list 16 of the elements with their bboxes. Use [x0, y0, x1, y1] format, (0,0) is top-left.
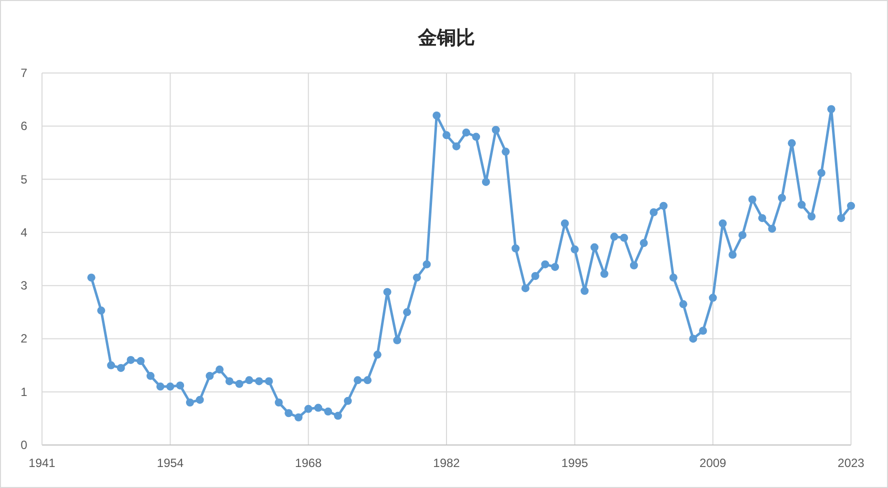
- x-tick-label: 2009: [700, 456, 727, 470]
- y-tick-label: 7: [20, 66, 28, 80]
- y-tick-label: 2: [20, 332, 28, 346]
- x-tick-label: 1995: [561, 456, 588, 470]
- y-tick-label: 5: [20, 172, 28, 186]
- x-tick-label: 1968: [295, 456, 322, 470]
- y-tick-label: 0: [20, 438, 28, 452]
- x-tick-label: 2023: [838, 456, 865, 470]
- x-tick-label: 1954: [156, 456, 184, 470]
- y-tick-label: 1: [20, 384, 28, 399]
- x-tick-label: 1941: [28, 456, 56, 470]
- chart-title: 金铜比: [417, 27, 475, 49]
- y-tick-label: 3: [20, 278, 28, 293]
- y-tick-label: 4: [20, 225, 28, 240]
- y-tick-label: 6: [20, 119, 28, 134]
- x-tick-label: 1982: [433, 456, 460, 470]
